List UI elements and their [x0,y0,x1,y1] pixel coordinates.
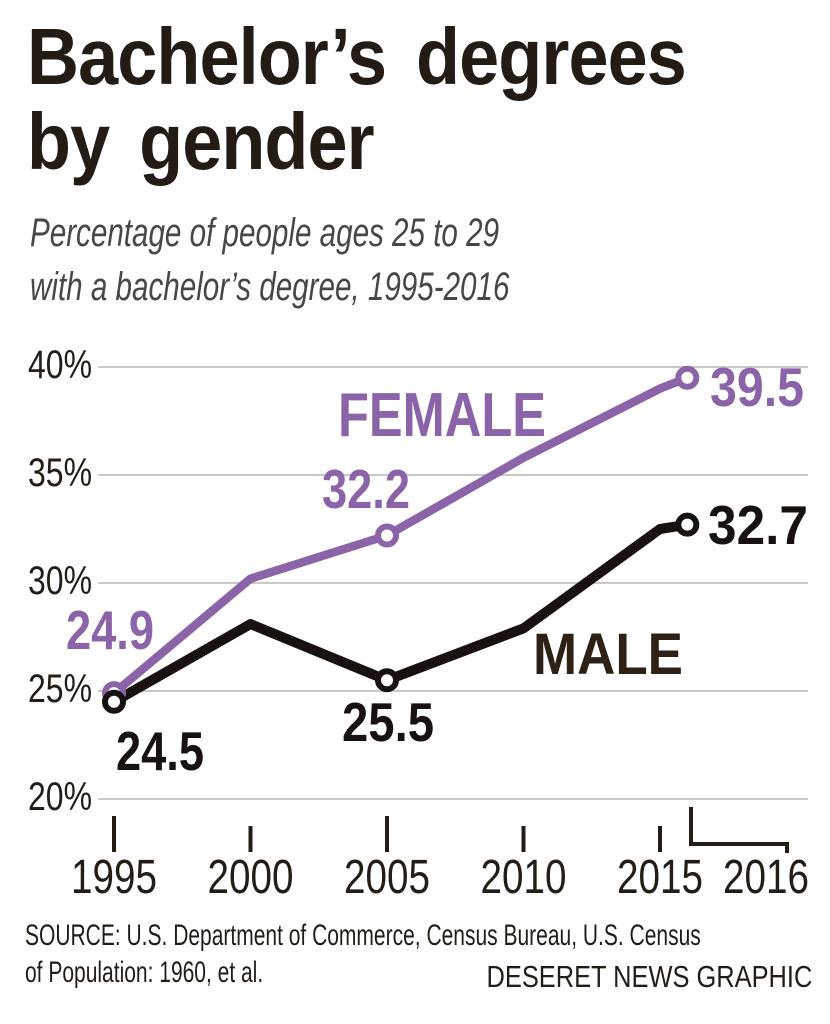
y-tick-label: 25% [28,667,92,711]
female-line [109,373,692,698]
male-marker-2005 [375,668,399,693]
title-line-2: by gender [27,97,375,186]
data-label-male-1995: 24.5 [116,720,204,782]
data-label-male-2005: 25.5 [342,691,434,753]
source-line-2: of Population: 1960, et al. [25,956,264,989]
series-label-female: FEMALE [338,381,546,450]
female-marker-2016 [675,365,700,390]
chart-subtitle: Percentage of people ages 25 to 29 with … [30,206,509,314]
male-marker-2016 [675,512,700,537]
y-tick-label: 35% [28,451,92,495]
x-tick-label-2005: 2005 [344,851,430,904]
y-tick-label: 30% [28,559,92,603]
series-layer [109,373,693,707]
x-tick-label-1995: 1995 [71,851,157,904]
x-tick-label-2016: 2016 [723,851,809,904]
marker-layer [102,365,700,714]
y-tick-label: 20% [28,775,92,819]
x-axis-2016-bracket [689,807,789,853]
data-label-female-2016: 39.5 [710,356,804,418]
credit: DESERET NEWS GRAPHIC [486,959,812,994]
label-layer: FEMALE MALE 24.9 32.2 39.5 24.5 25.5 32.… [66,356,808,782]
subtitle-line-1: Percentage of people ages 25 to 29 [30,211,500,255]
x-tick-label-2015: 2015 [617,851,703,904]
subtitle-line-2: with a bachelor’s degree, 1995-2016 [30,265,510,309]
female-marker-2005 [375,523,399,548]
series-label-male: MALE [533,622,683,687]
data-label-female-1995: 24.9 [66,599,154,661]
data-label-male-2016: 32.7 [708,494,808,556]
x-axis-layer: 1995 2000 2005 2010 2015 2016 [71,807,809,904]
y-tick-label: 40% [28,343,92,387]
page-title: Bachelor’s degrees by gender [27,12,687,186]
title-line-1: Bachelor’s degrees [27,12,687,101]
source-note: SOURCE: U.S. Department of Commerce, Cen… [25,917,701,991]
x-tick-label-2000: 2000 [208,851,294,904]
male-marker-1995 [102,689,126,714]
data-label-female-2005: 32.2 [322,458,410,520]
male-line [109,519,693,707]
grid-layer: 40% 35% 30% 25% 20% [28,343,808,819]
source-line-1: SOURCE: U.S. Department of Commerce, Cen… [25,919,701,952]
x-tick-label-2010: 2010 [481,851,567,904]
